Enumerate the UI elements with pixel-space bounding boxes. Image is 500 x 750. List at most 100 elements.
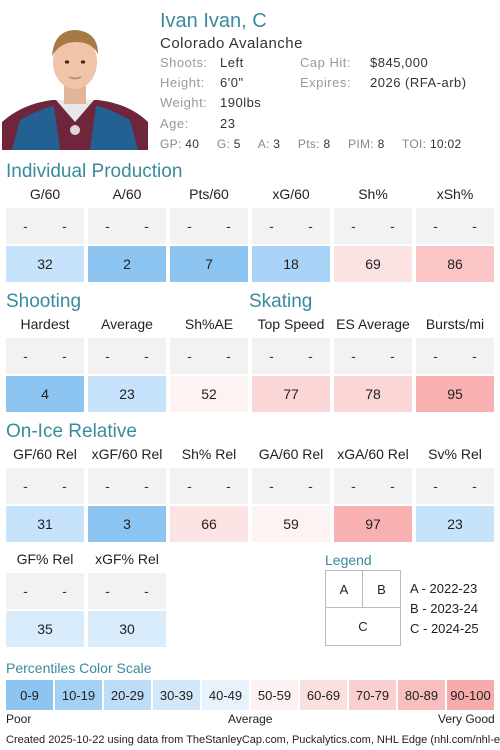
gp-value: 40: [185, 137, 200, 151]
scale-average-label: Average: [228, 712, 273, 726]
pim-label: PIM:: [348, 137, 374, 151]
player-photo: [2, 22, 148, 150]
season-stat-line: GP: 40 G: 5 A: 3 Pts: 8 PIM: 8 TOI: 10:0…: [160, 137, 475, 151]
scale-bin: 40-49: [202, 680, 249, 710]
metric-prior-seasons: --: [170, 468, 248, 504]
metric-prior-seasons: --: [252, 338, 330, 374]
season-a-value: -: [351, 348, 356, 364]
age-label: Age:: [160, 116, 189, 131]
season-a-value: -: [23, 583, 28, 599]
shoots-row: Shoots:: [160, 55, 208, 70]
metric-label: GF% Rel: [16, 551, 74, 567]
season-b-value: -: [62, 218, 67, 234]
season-b-value: -: [62, 478, 67, 494]
metric-percentile-value: 86: [416, 246, 494, 282]
a-label: A:: [257, 137, 270, 151]
season-b-value: -: [390, 218, 395, 234]
metric-percentile-value: 23: [88, 376, 166, 412]
season-b-value: -: [226, 218, 231, 234]
pts-label: Pts:: [297, 137, 320, 151]
season-b-value: -: [308, 478, 313, 494]
season-b-value: -: [308, 348, 313, 364]
scale-bin: 30-39: [153, 680, 200, 710]
metric-percentile-value: 78: [334, 376, 412, 412]
season-a-value: -: [269, 218, 274, 234]
metric-label: xGF/60 Rel: [91, 446, 163, 462]
season-b-value: -: [144, 478, 149, 494]
season-b-value: -: [472, 478, 477, 494]
caphit-label: Cap Hit:: [300, 55, 351, 70]
shoots-label: Shoots:: [160, 55, 208, 70]
metric-label: Sh%: [358, 186, 388, 202]
season-b-value: -: [144, 583, 149, 599]
season-b-value: -: [144, 348, 149, 364]
scale-bin: 0-9: [6, 680, 53, 710]
metric-prior-seasons: --: [88, 208, 166, 244]
season-a-value: -: [105, 348, 110, 364]
metric-prior-seasons: --: [416, 468, 494, 504]
toi-label: TOI:: [401, 137, 427, 151]
percentile-scale-title: Percentiles Color Scale: [6, 660, 152, 676]
season-a-value: -: [23, 348, 28, 364]
season-a-value: -: [269, 478, 274, 494]
season-a-value: -: [23, 218, 28, 234]
metric-prior-seasons: --: [252, 468, 330, 504]
metric-label: Sh% Rel: [181, 446, 237, 462]
season-a-value: -: [269, 348, 274, 364]
metric-label: G/60: [29, 186, 61, 202]
section-on-ice-relative: On-Ice Relative: [6, 421, 137, 442]
season-a-value: -: [105, 218, 110, 234]
a-value: 3: [273, 137, 281, 151]
metric-label: ES Average: [336, 316, 410, 332]
season-a-value: -: [433, 348, 438, 364]
metric-prior-seasons: --: [170, 208, 248, 244]
percentile-scale: 0-9 10-19 20-29 30-39 40-49 50-59 60-69 70-79 80…: [6, 680, 494, 710]
height-value: 6'0": [220, 75, 244, 90]
metric-prior-seasons: --: [6, 468, 84, 504]
season-b-value: -: [62, 583, 67, 599]
metric-prior-seasons: --: [88, 573, 166, 609]
season-a-value: -: [433, 478, 438, 494]
age-value: 23: [220, 116, 236, 131]
metric-percentile-value: 32: [6, 246, 84, 282]
metric-prior-seasons: --: [416, 208, 494, 244]
season-a-value: -: [105, 478, 110, 494]
weight-label: Weight:: [160, 95, 208, 110]
metric-prior-seasons: --: [88, 468, 166, 504]
metric-prior-seasons: --: [6, 338, 84, 374]
metric-percentile-value: 18: [252, 246, 330, 282]
metric-label: Top Speed: [257, 316, 325, 332]
legend-cell-b: B: [363, 571, 400, 608]
season-b-value: -: [390, 478, 395, 494]
footer-credits: Created 2025-10-22 using data from TheSt…: [6, 734, 500, 746]
legend-b-text: B - 2023-24: [410, 601, 478, 616]
legend-a-text: A - 2022-23: [410, 581, 478, 596]
metric-percentile-value: 7: [170, 246, 248, 282]
expires-label: Expires:: [300, 75, 351, 90]
section-shooting: Shooting: [6, 291, 82, 312]
legend-cell-c: C: [358, 619, 368, 634]
season-a-value: -: [433, 218, 438, 234]
section-individual-production: Individual Production: [6, 161, 183, 182]
metric-percentile-value: 66: [170, 506, 248, 542]
metric-prior-seasons: --: [6, 208, 84, 244]
metric-label: Hardest: [20, 316, 70, 332]
metric-label: Average: [101, 316, 153, 332]
metric-prior-seasons: --: [334, 468, 412, 504]
season-a-value: -: [187, 478, 192, 494]
metric-percentile-value: 35: [6, 611, 84, 647]
metric-percentile-value: 23: [416, 506, 494, 542]
metric-percentile-value: 30: [88, 611, 166, 647]
gp-label: GP:: [160, 137, 182, 151]
metric-label: xG/60: [272, 186, 310, 202]
toi-value: 10:02: [429, 137, 462, 151]
metric-prior-seasons: --: [416, 338, 494, 374]
season-a-value: -: [351, 218, 356, 234]
metric-percentile-value: 4: [6, 376, 84, 412]
metric-percentile-value: 2: [88, 246, 166, 282]
season-b-value: -: [62, 348, 67, 364]
season-a-value: -: [187, 348, 192, 364]
metric-label: Sh%AE: [184, 316, 234, 332]
scale-poor-label: Poor: [6, 712, 32, 726]
metric-prior-seasons: --: [334, 338, 412, 374]
